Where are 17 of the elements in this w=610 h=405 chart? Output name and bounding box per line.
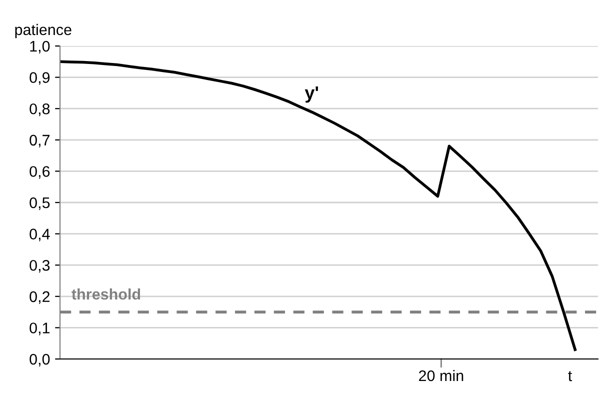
y-tick-label: 0,9	[30, 72, 50, 85]
y-axis-title: patience	[15, 24, 72, 38]
y-tick-label: 0,8	[30, 103, 50, 116]
y-tick-label: 0,7	[30, 134, 50, 148]
line-series	[60, 60, 576, 351]
y-tick-label: 0,6	[30, 166, 50, 179]
y-tick-label: 0,3	[30, 260, 50, 273]
y-tick-label: 0,0	[30, 354, 50, 366]
x-axis-title: t	[568, 371, 572, 382]
text: 20 min	[419, 370, 464, 382]
y-tick-label: 0,4	[30, 228, 50, 242]
ref-line-label: threshold	[72, 288, 140, 300]
y-tick-label: 0,5	[30, 197, 50, 210]
y-tick-label: 0,2	[30, 291, 50, 304]
y-tick-label: 0,1	[30, 322, 50, 336]
series-label: y'	[304, 86, 318, 103]
y-tick-label: 1,0	[30, 40, 50, 54]
